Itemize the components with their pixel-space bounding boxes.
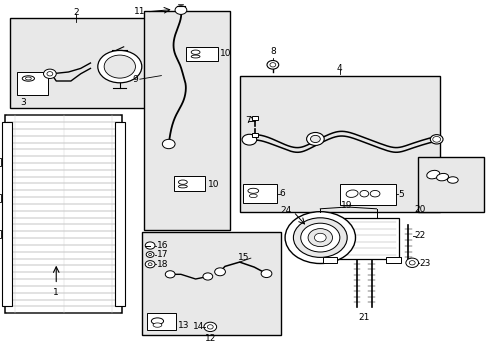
Text: 3: 3 <box>20 98 26 107</box>
Text: 18: 18 <box>156 260 168 269</box>
Circle shape <box>203 322 216 332</box>
Ellipse shape <box>22 76 34 81</box>
Circle shape <box>314 233 325 242</box>
Text: 24: 24 <box>280 206 291 215</box>
Ellipse shape <box>151 318 163 324</box>
Circle shape <box>293 218 346 257</box>
Text: 22: 22 <box>414 231 425 240</box>
Circle shape <box>300 223 339 252</box>
Circle shape <box>145 261 155 268</box>
Circle shape <box>207 325 213 329</box>
Circle shape <box>408 261 414 265</box>
Bar <box>251 133 257 137</box>
Text: 4: 4 <box>336 64 342 73</box>
Ellipse shape <box>369 190 379 197</box>
Bar <box>251 116 257 120</box>
Text: 15: 15 <box>237 253 249 262</box>
Circle shape <box>203 273 212 280</box>
Bar <box>2 122 12 306</box>
Bar <box>0 158 1 166</box>
Text: 21: 21 <box>358 313 369 322</box>
Circle shape <box>285 212 355 264</box>
Text: 19: 19 <box>341 201 352 210</box>
Circle shape <box>47 72 53 76</box>
Ellipse shape <box>447 177 457 183</box>
Circle shape <box>146 252 154 257</box>
Text: 20: 20 <box>413 205 425 214</box>
Circle shape <box>214 268 225 276</box>
Circle shape <box>307 229 332 247</box>
Text: 16: 16 <box>156 241 168 250</box>
Circle shape <box>145 242 155 249</box>
Ellipse shape <box>191 55 200 58</box>
Circle shape <box>162 139 175 149</box>
Ellipse shape <box>25 77 31 80</box>
Text: 10: 10 <box>220 49 231 58</box>
Text: 13: 13 <box>177 321 189 330</box>
Bar <box>115 122 124 306</box>
Bar <box>322 257 337 263</box>
Bar <box>142 232 281 335</box>
Ellipse shape <box>247 188 258 193</box>
Text: 7: 7 <box>244 116 250 125</box>
Bar <box>10 18 156 108</box>
Text: 9: 9 <box>132 75 138 84</box>
Circle shape <box>175 6 186 14</box>
Circle shape <box>269 63 275 67</box>
Bar <box>239 76 439 212</box>
Circle shape <box>266 60 278 69</box>
Ellipse shape <box>178 185 187 188</box>
Bar <box>243 184 277 203</box>
Text: 10: 10 <box>207 180 219 189</box>
Ellipse shape <box>191 50 200 54</box>
Bar <box>173 176 205 191</box>
Circle shape <box>261 270 271 278</box>
Bar <box>146 313 176 330</box>
Ellipse shape <box>178 180 187 184</box>
Bar <box>185 47 217 61</box>
Bar <box>417 157 483 212</box>
Ellipse shape <box>436 174 447 181</box>
Text: 23: 23 <box>419 259 430 268</box>
Bar <box>17 72 48 95</box>
Ellipse shape <box>426 170 439 179</box>
Text: 5: 5 <box>397 190 403 199</box>
Text: 8: 8 <box>269 47 275 56</box>
Bar <box>5 115 122 313</box>
Ellipse shape <box>359 190 368 197</box>
Circle shape <box>104 55 135 78</box>
Bar <box>322 218 398 259</box>
Ellipse shape <box>346 190 357 197</box>
Circle shape <box>165 271 175 278</box>
Circle shape <box>310 135 320 143</box>
Circle shape <box>432 136 440 142</box>
Text: 17: 17 <box>156 250 168 259</box>
Circle shape <box>242 134 256 145</box>
Circle shape <box>306 132 324 145</box>
Bar <box>0 194 1 202</box>
Bar <box>386 257 400 263</box>
Ellipse shape <box>249 194 257 198</box>
Circle shape <box>148 253 151 256</box>
Text: 12: 12 <box>204 334 216 343</box>
Circle shape <box>148 263 152 266</box>
Text: 14: 14 <box>193 323 204 331</box>
Circle shape <box>43 69 56 78</box>
Circle shape <box>98 50 142 83</box>
Circle shape <box>405 258 418 267</box>
Bar <box>144 11 229 230</box>
Bar <box>0 230 1 238</box>
Text: 6: 6 <box>279 189 285 198</box>
Text: 11: 11 <box>133 8 145 17</box>
Circle shape <box>429 135 442 144</box>
Bar <box>339 184 395 205</box>
Ellipse shape <box>153 323 162 327</box>
Text: 1: 1 <box>53 288 59 297</box>
Text: 2: 2 <box>73 8 79 17</box>
